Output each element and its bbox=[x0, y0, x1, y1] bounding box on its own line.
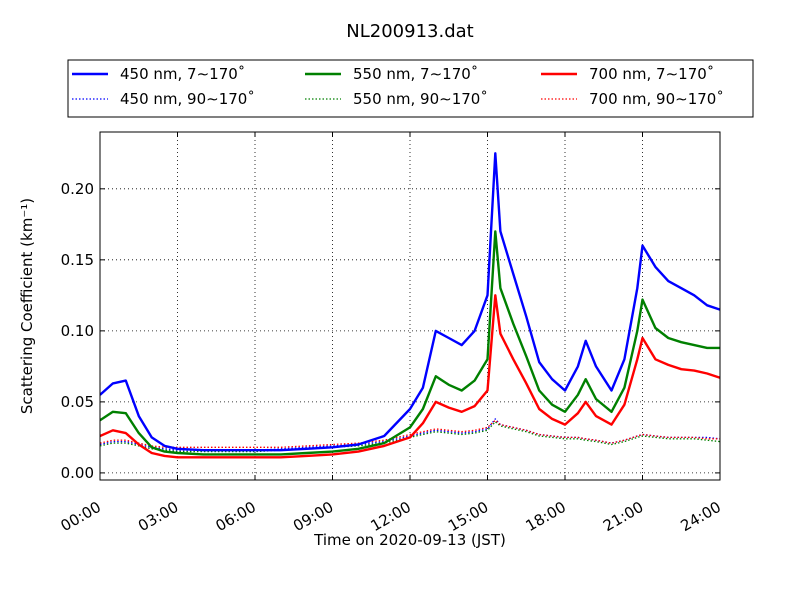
y-tick-label: 0.20 bbox=[61, 180, 94, 198]
series-line-4 bbox=[100, 421, 720, 453]
x-tick-label: 00:00 bbox=[58, 498, 104, 535]
chart-legend: 450 nm, 7∼170˚ 550 nm, 7∼170˚ 700 nm, 7∼17… bbox=[67, 59, 754, 118]
x-tick-label: 09:00 bbox=[290, 498, 336, 535]
y-tick-label: 0.10 bbox=[61, 322, 94, 340]
x-axis-label: Time on 2020-09-13 (JST) bbox=[313, 531, 506, 549]
series-group bbox=[100, 152, 720, 459]
y-axis-label: Scattering Coefficient (km⁻¹) bbox=[18, 198, 36, 414]
y-tick-label: 0.05 bbox=[61, 393, 94, 411]
series-line-1 bbox=[100, 230, 720, 456]
legend-label-3: 450 nm, 90∼170˚ bbox=[120, 90, 255, 108]
legend-frame bbox=[67, 59, 754, 118]
chart-title: NL200913.dat bbox=[346, 21, 473, 42]
axis-ticks: 00:00 03:00 06:00 09:00 12:00 15:00 18:00 21:00… bbox=[58, 132, 724, 535]
legend-label-0: 450 nm, 7∼170˚ bbox=[120, 65, 245, 83]
legend-label-5: 700 nm, 90∼170˚ bbox=[589, 90, 724, 108]
legend-label-2: 700 nm, 7∼170˚ bbox=[589, 65, 714, 83]
legend-label-4: 550 nm, 90∼170˚ bbox=[353, 90, 488, 108]
x-tick-label: 03:00 bbox=[135, 498, 181, 535]
x-tick-label: 12:00 bbox=[368, 498, 414, 535]
y-tick-label: 0.15 bbox=[61, 251, 94, 269]
x-tick-label: 24:00 bbox=[678, 498, 724, 535]
series-line-2 bbox=[100, 294, 720, 459]
legend-label-1: 550 nm, 7∼170˚ bbox=[353, 65, 478, 83]
x-tick-label: 15:00 bbox=[445, 498, 491, 535]
x-tick-label: 06:00 bbox=[213, 498, 259, 535]
x-tick-label: 21:00 bbox=[600, 498, 646, 535]
x-tick-label: 18:00 bbox=[523, 498, 569, 535]
series-line-0 bbox=[100, 152, 720, 452]
y-tick-label: 0.00 bbox=[61, 464, 94, 482]
